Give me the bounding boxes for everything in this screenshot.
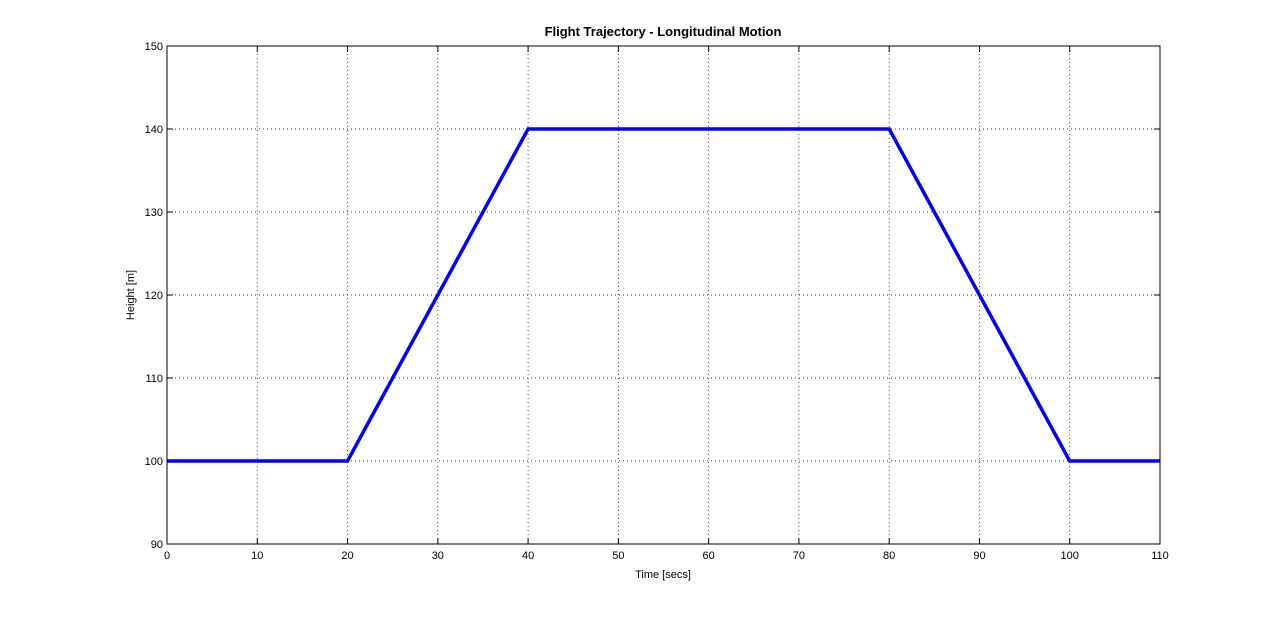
x-tick-label: 50: [612, 550, 624, 562]
series-layer: [167, 127, 1160, 463]
series-line: [167, 127, 1160, 463]
y-axis-label: Height [m]: [125, 270, 137, 320]
tick-labels: 0 10 20 30 40 50 60 70 80 90 100 110 90 100 110 120 130 1…: [145, 41, 1169, 562]
x-tick-label: 110: [1151, 550, 1169, 562]
y-tick-label: 150: [145, 41, 163, 53]
y-tick-label: 130: [145, 207, 163, 219]
x-tick-label: 90: [973, 550, 985, 562]
x-tick-label: 0: [164, 550, 170, 562]
x-tick-label: 10: [251, 550, 263, 562]
x-tick-label: 60: [703, 550, 715, 562]
y-tick-label: 90: [151, 539, 163, 551]
x-tick-label: 70: [793, 550, 805, 562]
x-tick-label: 100: [1061, 550, 1079, 562]
y-tick-label: 100: [145, 456, 163, 468]
x-tick-label: 40: [522, 550, 534, 562]
x-tick-label: 30: [432, 550, 444, 562]
x-tick-label: 20: [341, 550, 353, 562]
y-tick-label: 140: [145, 124, 163, 136]
chart-title: Flight Trajectory - Longitudinal Motion: [545, 24, 782, 39]
y-tick-label: 120: [145, 290, 163, 302]
y-tick-label: 110: [145, 373, 163, 385]
plot-frame: [166, 45, 1161, 545]
x-tick-label: 80: [883, 550, 895, 562]
x-axis-label: Time [secs]: [635, 569, 691, 581]
